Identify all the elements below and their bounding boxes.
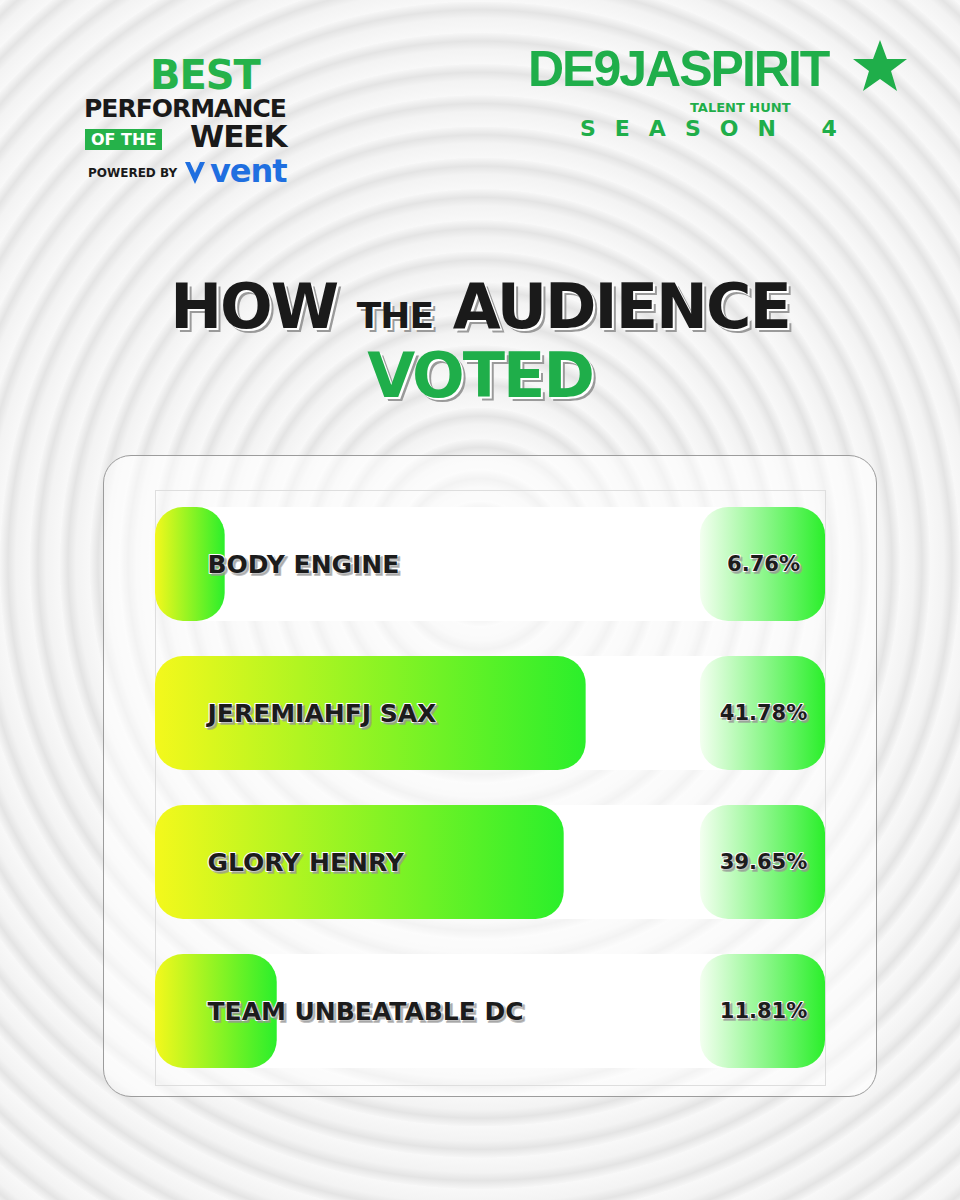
html-text:VOTED: VOTED xyxy=(367,339,593,412)
html-text:SEASON 4: SEASON 4 xyxy=(580,116,856,141)
svg-text:11.81%: 11.81% xyxy=(720,999,807,1023)
html-text:OF THE: OF THE xyxy=(91,130,157,149)
html-text:DE9JASPIRIT: DE9JASPIRIT xyxy=(528,41,829,97)
svg-text:6.76%: 6.76% xyxy=(727,552,800,576)
svg-text:41.78%: 41.78% xyxy=(720,701,807,725)
svg-text:JEREMIAHFJ SAX: JEREMIAHFJ SAX xyxy=(206,699,437,728)
html-text:WEEK: WEEK xyxy=(190,118,287,154)
svg-text:BODY ENGINE: BODY ENGINE xyxy=(208,550,400,579)
html-text:vent: vent xyxy=(210,152,287,190)
svg-text:GLORY HENRY: GLORY HENRY xyxy=(208,848,405,877)
html-text:PERFORMANCE: PERFORMANCE xyxy=(84,94,286,123)
html-text:TALENT HUNT: TALENT HUNT xyxy=(690,100,791,115)
html-text:HOW THE AUDIENCE: HOW THE AUDIENCE xyxy=(170,270,790,343)
html-text:POWERED BY: POWERED BY xyxy=(88,166,178,180)
svg-text:39.65%: 39.65% xyxy=(720,850,807,874)
html-text:BEST: BEST xyxy=(150,52,260,98)
svg-text:TEAM UNBEATABLE DC: TEAM UNBEATABLE DC xyxy=(208,997,524,1026)
